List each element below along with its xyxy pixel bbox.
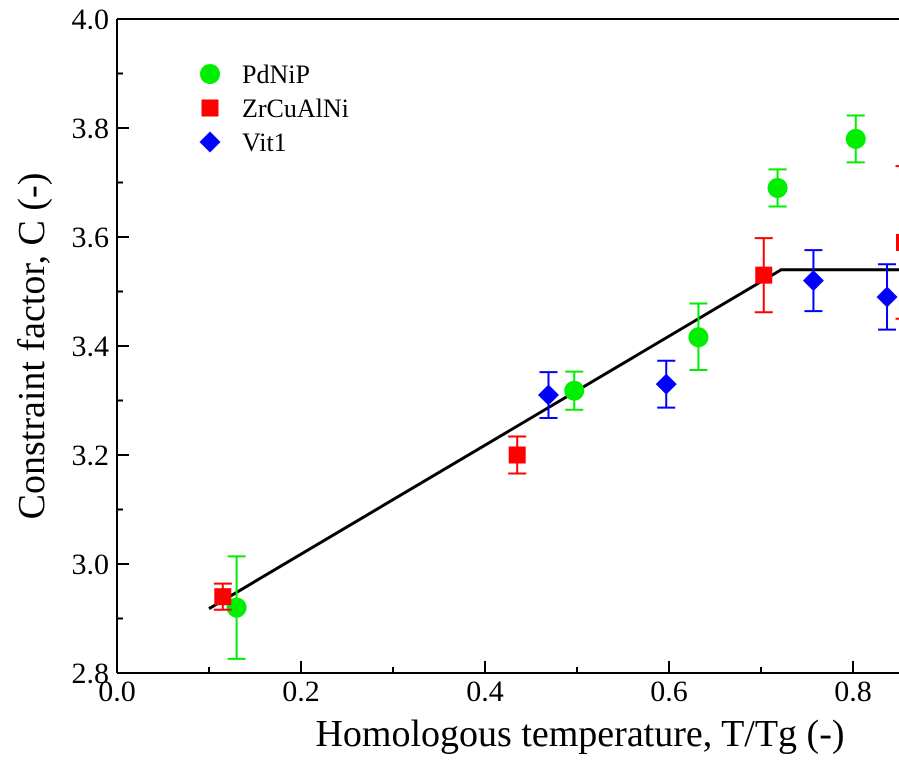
- data-point: [655, 373, 677, 395]
- legend-entry-pdnip: PdNiP: [200, 60, 310, 89]
- x-tick-label: 0.8: [834, 675, 872, 708]
- fit-line: [208, 268, 899, 610]
- data-point: [564, 380, 585, 401]
- data-point: [688, 327, 709, 348]
- series-layer: [213, 114, 899, 660]
- legend-marker: [200, 64, 220, 84]
- fit-line-layer: [208, 268, 899, 610]
- data-point: [896, 233, 899, 251]
- x-axis-ticks: 0.0 0.2 0.4 0.6 0.8: [98, 661, 872, 708]
- series-vit1: [537, 249, 898, 419]
- data-point: [226, 597, 247, 618]
- x-axis-label: Homologous temperature, T/Tg (-): [315, 713, 844, 755]
- data-point: [802, 270, 824, 292]
- legend-label: ZrCuAlNi: [242, 94, 349, 123]
- plot-frame: [116, 18, 899, 674]
- y-axis-label: Constraint factor, C (-): [11, 173, 53, 520]
- plot-area: [208, 114, 899, 660]
- legend-marker: [199, 131, 221, 153]
- y-tick-label: 3.8: [72, 112, 110, 145]
- series-zrcualni: [213, 165, 899, 611]
- y-tick-label: 3.2: [72, 439, 110, 472]
- legend-label: Vit1: [242, 128, 287, 157]
- data-point: [508, 446, 526, 464]
- y-tick-label: 3.4: [72, 330, 110, 363]
- y-tick-label: 3.6: [72, 221, 110, 254]
- data-point: [755, 266, 773, 284]
- x-tick-label: 0.6: [650, 675, 688, 708]
- x-tick-label: 0.0: [98, 675, 136, 708]
- x-tick-label: 0.2: [282, 675, 320, 708]
- data-point: [537, 384, 559, 406]
- y-tick-label: 2.8: [72, 657, 110, 690]
- y-tick-label: 3.0: [72, 548, 110, 581]
- legend-entry-vit1: Vit1: [199, 128, 287, 157]
- x-tick-label: 0.4: [466, 675, 504, 708]
- legend: PdNiP ZrCuAlNi Vit1: [199, 60, 349, 157]
- data-point: [767, 177, 788, 198]
- data-point: [214, 588, 232, 606]
- series-pdnip: [226, 114, 866, 660]
- legend-marker: [201, 99, 219, 117]
- data-point: [876, 286, 898, 308]
- data-point: [845, 128, 866, 149]
- legend-entry-zrcualni: ZrCuAlNi: [201, 94, 349, 123]
- y-tick-label: 4.0: [72, 3, 110, 36]
- y-axis-ticks: 2.8 3.0 3.2 3.4 3.6 3.8 4.0: [72, 3, 129, 690]
- legend-label: PdNiP: [242, 60, 310, 89]
